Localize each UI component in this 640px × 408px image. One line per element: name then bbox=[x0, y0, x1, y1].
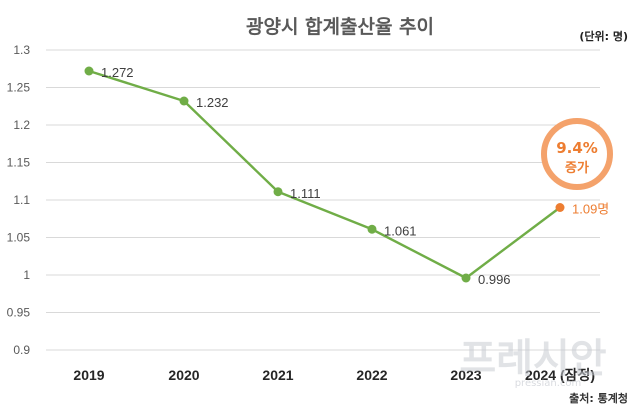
y-tick-label: 1.3 bbox=[13, 43, 30, 57]
data-label: 1.061 bbox=[384, 223, 417, 238]
data-label: 0.996 bbox=[478, 272, 511, 287]
unit-note: (단위: 명) bbox=[579, 29, 628, 43]
badge-text: 증가 bbox=[565, 161, 589, 176]
increase-badge: 9.4% 증가 bbox=[541, 118, 613, 190]
x-tick-label: 2020 bbox=[168, 367, 199, 383]
data-label: 1.09명 bbox=[572, 202, 609, 217]
badge-percent: 9.4% bbox=[556, 139, 598, 157]
data-label: 1.232 bbox=[196, 95, 229, 110]
data-point bbox=[461, 273, 471, 283]
data-points bbox=[84, 66, 565, 283]
y-tick-label: 1.25 bbox=[7, 81, 31, 95]
y-tick-label: 1.05 bbox=[7, 231, 31, 245]
data-label: 1.111 bbox=[290, 186, 321, 201]
chart-title: 광양시 합계출산율 추이 bbox=[246, 16, 434, 38]
watermark-url: pressian.com bbox=[515, 378, 582, 389]
data-point bbox=[179, 96, 189, 106]
gridlines bbox=[46, 49, 600, 351]
y-tick-label: 0.95 bbox=[7, 306, 31, 320]
y-tick-label: 0.9 bbox=[13, 343, 30, 357]
x-tick-label: 2022 bbox=[356, 367, 387, 383]
x-tick-label: 2019 bbox=[73, 367, 104, 383]
data-point bbox=[555, 203, 565, 212]
y-tick-label: 1.1 bbox=[13, 193, 30, 207]
y-tick-label: 1.2 bbox=[13, 118, 30, 132]
y-axis-ticks: 1.3 1.25 1.2 1.15 1.1 1.05 1 0.95 0.9 bbox=[7, 43, 31, 357]
y-tick-label: 1.15 bbox=[7, 156, 31, 170]
x-tick-label: 2023 bbox=[450, 367, 481, 383]
data-label: 1.272 bbox=[101, 65, 134, 80]
y-tick-label: 1 bbox=[23, 268, 30, 282]
badge-ring bbox=[541, 118, 613, 190]
x-axis-ticks: 2019 2020 2021 2022 2023 2024 (잠정) bbox=[73, 367, 595, 383]
x-tick-label: 2024 (잠정) bbox=[525, 367, 595, 383]
source-note: 출처: 통계청 bbox=[569, 391, 628, 405]
data-point bbox=[367, 224, 377, 234]
data-point bbox=[273, 187, 283, 197]
series-line bbox=[88, 69, 561, 280]
data-labels: 1.272 1.232 1.111 1.061 0.996 1.09명 bbox=[101, 65, 609, 287]
data-point bbox=[84, 66, 94, 76]
x-tick-label: 2021 bbox=[262, 367, 293, 383]
watermark-logo: 프레시안 bbox=[459, 336, 606, 382]
